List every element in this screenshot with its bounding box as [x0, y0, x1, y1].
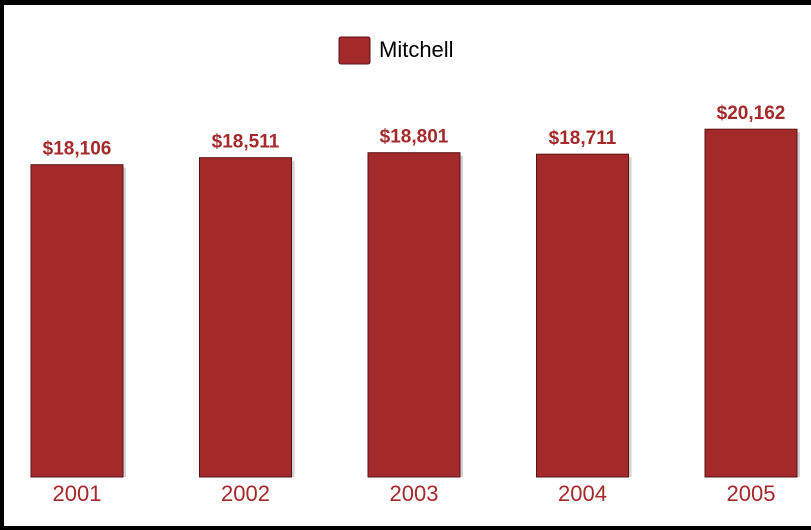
bar-2002 [199, 157, 292, 478]
data-label-2005: $20,162 [717, 103, 786, 124]
x-tick-label-2003: 2003 [390, 481, 439, 506]
x-tick-label-2004: 2004 [558, 481, 607, 506]
bar-2001 [30, 164, 124, 478]
legend-label-mitchell: Mitchell [379, 37, 454, 62]
data-label-2002: $18,511 [212, 132, 280, 153]
x-tick-label-2002: 2002 [221, 481, 270, 506]
data-label-2004: $18,711 [549, 128, 617, 149]
data-label-2003: $18,801 [380, 127, 449, 148]
bar-2005 [704, 128, 798, 478]
x-tick-label-2005: 2005 [727, 481, 776, 506]
x-tick-label-2001: 2001 [53, 481, 102, 506]
data-label-2001: $18,106 [43, 139, 112, 160]
legend: Mitchell [338, 36, 454, 65]
bar-2003 [367, 152, 461, 478]
bar-2004 [536, 153, 629, 478]
value-labels: $18,106 $18,511 $18,801 $18,711 $20,162 [43, 103, 786, 160]
x-axis-tick-labels: 2001 2002 2003 2004 2005 [53, 481, 776, 506]
legend-swatch [338, 36, 371, 65]
bars [30, 128, 800, 478]
